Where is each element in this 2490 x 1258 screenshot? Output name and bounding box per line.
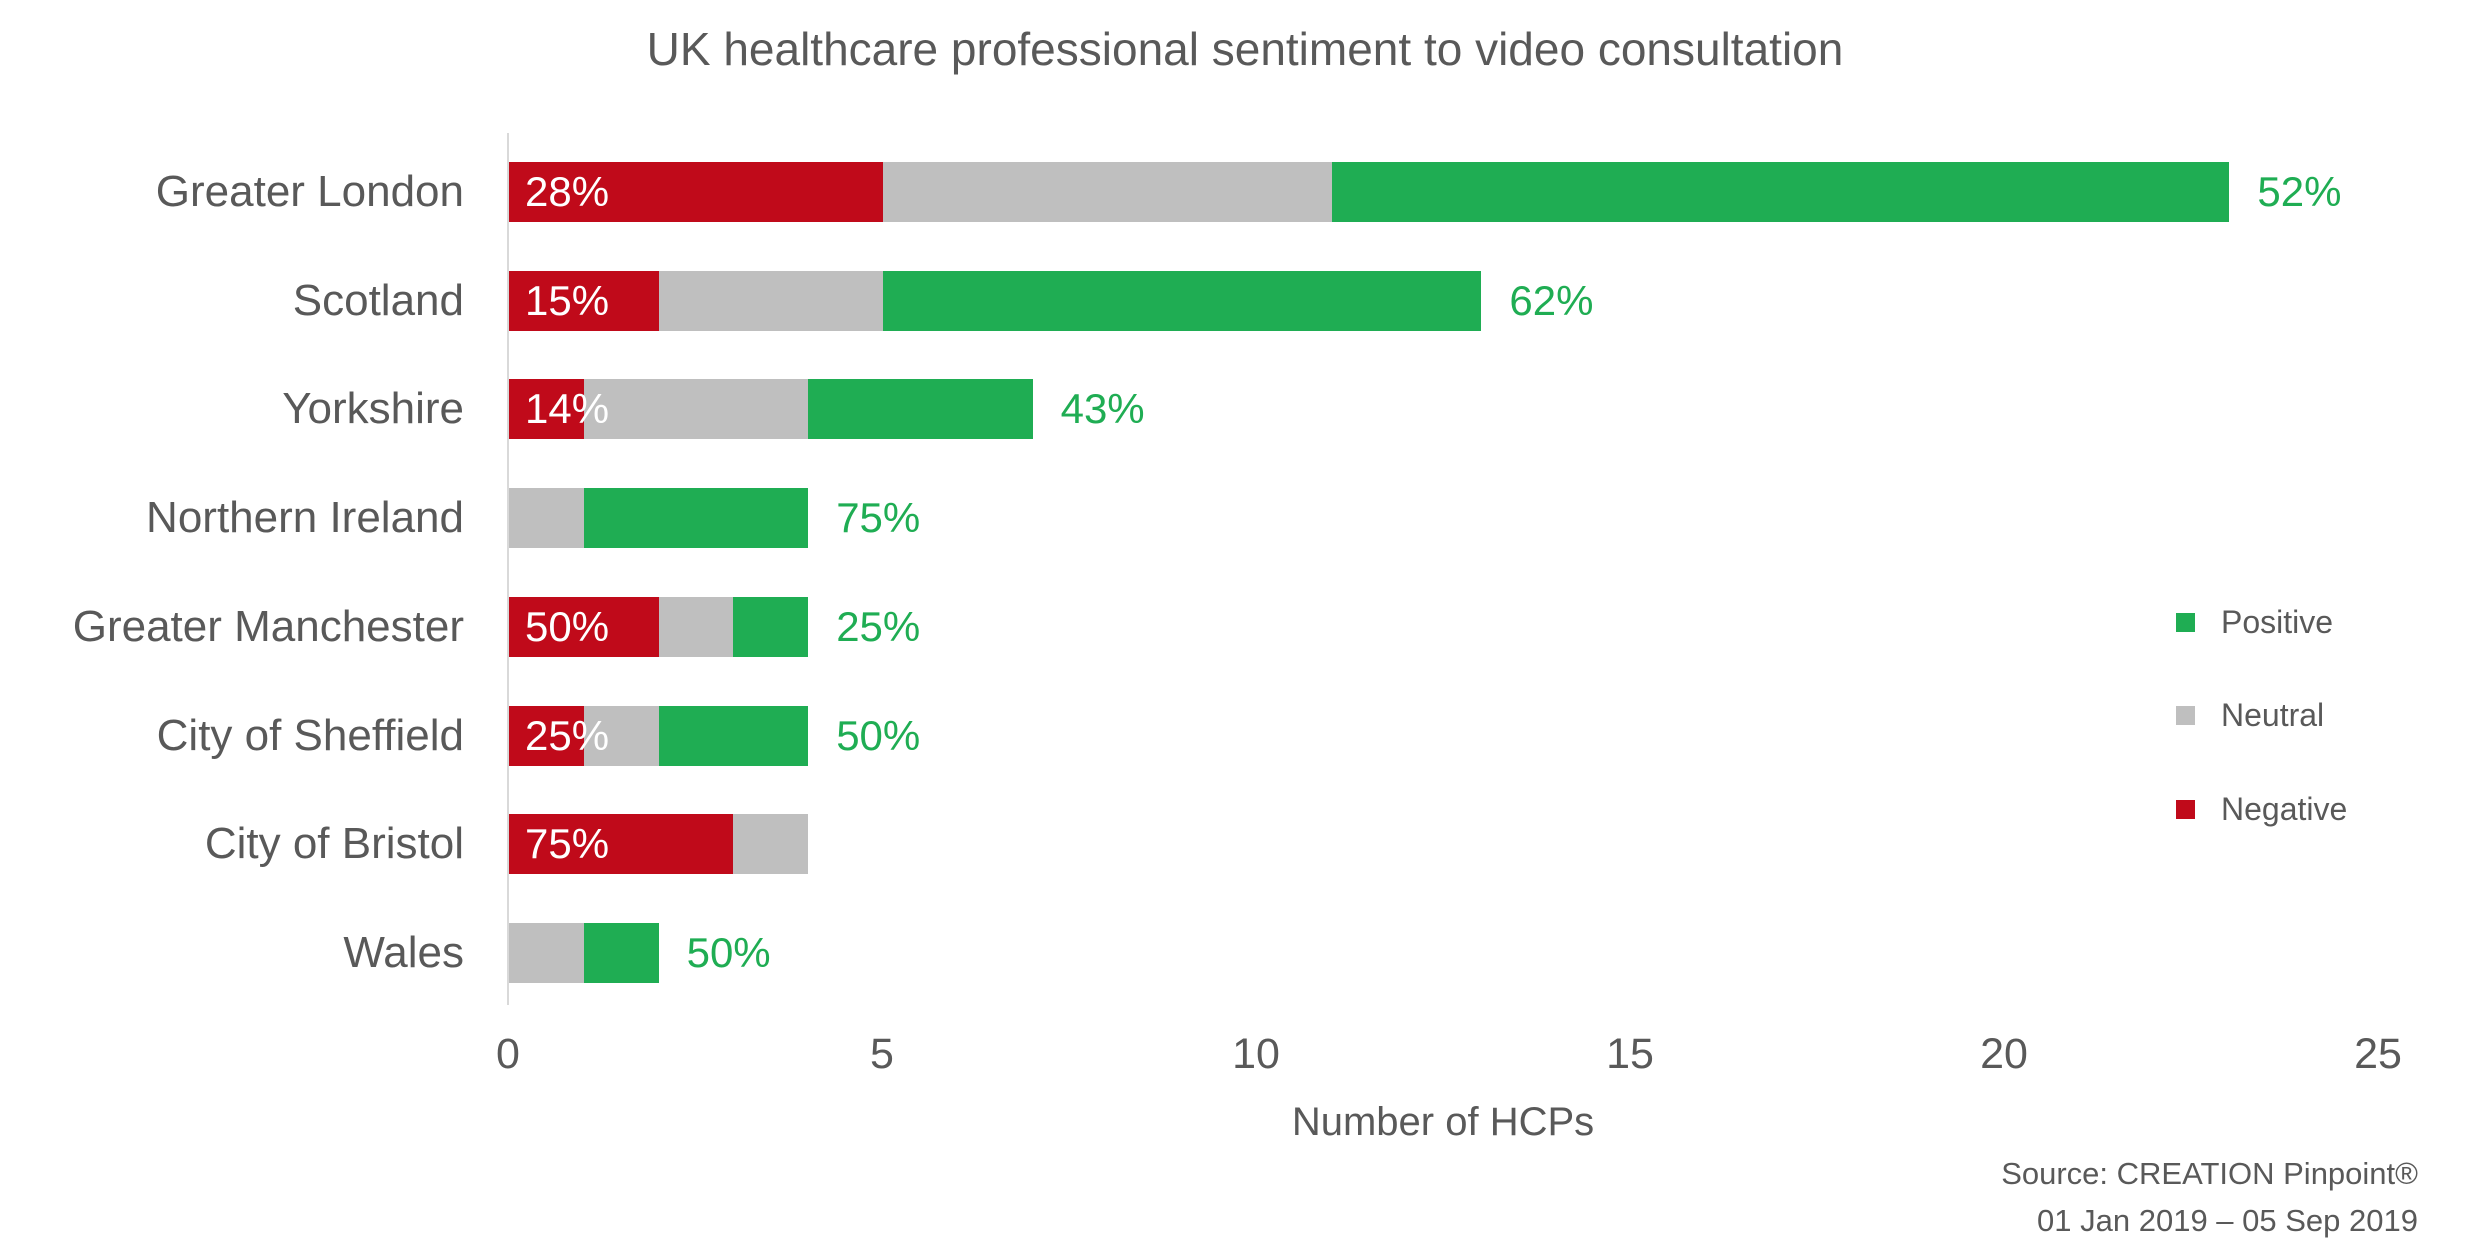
negative-value-label: 15% [525,277,610,324]
segment-negative [509,597,659,657]
segment-positive [808,379,1033,439]
source-line-2: 01 Jan 2019 – 05 Sep 2019 [2037,1203,2418,1238]
chart-title: UK healthcare professional sentiment to … [646,23,1844,75]
legend-label: Positive [2221,603,2334,640]
segment-negative [509,162,883,222]
positive-value-label: 25% [836,603,921,650]
positive-value-label: 43% [1060,385,1145,432]
bar-row: 75% [509,488,920,548]
x-axis-title: Number of HCPs [1291,1100,1595,1144]
segment-neutral [509,488,584,548]
segment-neutral [509,923,584,983]
segment-negative [509,271,659,331]
category-label: City of Sheffield [156,711,464,760]
x-tick-label: 10 [1232,1030,1280,1078]
y-axis-line [507,133,509,1005]
positive-value-label: 50% [836,712,921,759]
positive-value-label: 52% [2257,168,2342,215]
segment-negative [509,814,734,874]
segment-positive [882,271,1482,331]
bar-row: 50% 25% [509,597,920,657]
x-tick-label: 20 [1980,1030,2028,1078]
segment-positive [658,706,809,766]
bar-row: 50% [509,923,771,983]
x-tick-label: 15 [1606,1030,1654,1078]
negative-value-label: 28% [525,168,610,215]
legend-item-positive: Positive [2176,604,2333,640]
x-tick-label: 25 [2354,1030,2402,1078]
legend-marker-negative [2176,799,2195,819]
segment-positive [733,597,809,657]
bar-row: 28% 52% [509,162,2341,222]
positive-value-label: 50% [686,929,771,976]
negative-value-label: 25% [525,712,610,759]
category-label: City of Bristol [204,819,464,868]
bar-row: 75% [509,814,809,874]
legend-marker-positive [2176,612,2195,632]
segment-neutral [658,597,734,657]
legend-item-neutral: Neutral [2176,697,2324,733]
negative-value-label: 50% [525,603,610,650]
x-tick-label: 5 [870,1030,894,1078]
bar-row: 25% 50% [509,706,920,766]
source-note: Source: CREATION Pinpoint® 01 Jan 2019 –… [2001,1150,2418,1244]
negative-value-label: 14% [525,385,610,432]
category-label: Greater London [155,167,464,216]
segment-positive [1331,162,2230,222]
category-label: Wales [343,928,464,977]
category-label: Yorkshire [282,384,464,433]
category-label: Northern Ireland [146,493,464,542]
category-label: Greater Manchester [72,602,464,651]
bar-row: 15% 62% [509,271,1593,331]
legend-marker-neutral [2176,705,2195,725]
legend-item-negative: Negative [2176,791,2347,827]
segment-positive [583,923,659,983]
category-label: Scotland [292,276,464,325]
negative-value-label: 75% [525,820,610,867]
segment-positive [583,488,809,548]
segment-neutral [883,162,1332,222]
positive-value-label: 75% [836,494,921,541]
positive-value-label: 62% [1509,277,1594,324]
segment-neutral [733,814,809,874]
segment-negative [509,379,584,439]
segment-neutral [658,271,883,331]
bar-row: 14% 43% [509,379,1145,439]
legend-label: Negative [2221,790,2348,827]
legend-label: Neutral [2221,696,2325,733]
segment-neutral [583,379,809,439]
segment-negative [509,706,584,766]
source-line-1: Source: CREATION Pinpoint® [2001,1156,2418,1191]
x-tick-label: 0 [496,1030,520,1078]
segment-neutral [583,706,659,766]
